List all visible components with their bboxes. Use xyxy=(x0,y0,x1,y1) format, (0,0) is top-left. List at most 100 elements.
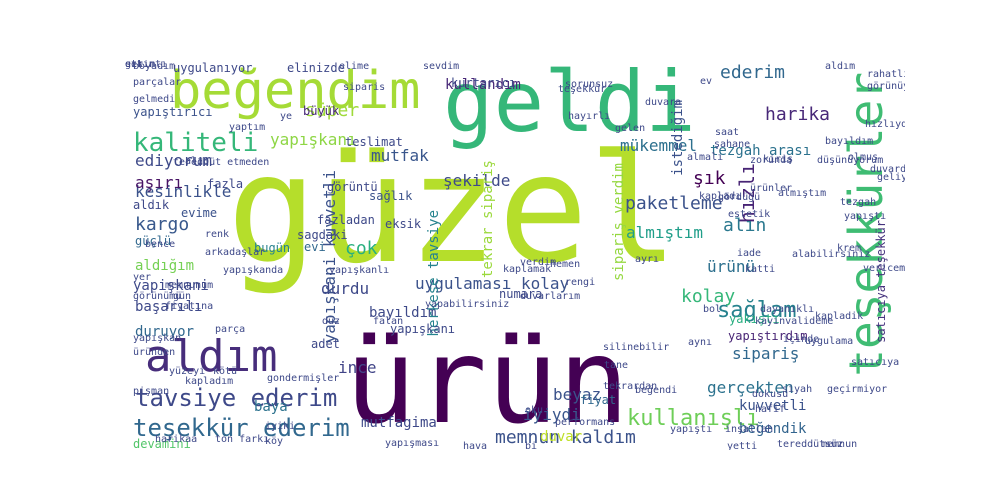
word-kargo: kargo xyxy=(135,214,190,235)
word-tavsiye-ederim: tavsiye ederim xyxy=(135,384,338,412)
word-uygulaması-kolay: uygulaması kolay xyxy=(415,274,570,293)
word-renk: renk xyxy=(205,229,230,240)
word-sipariş: sipariş xyxy=(732,344,800,363)
word-olmuş: olmuş xyxy=(848,152,879,163)
word-yakıştı: yakıştı xyxy=(729,312,780,326)
word-güzel: güzel xyxy=(227,123,679,297)
word-eksik: eksik xyxy=(385,217,422,231)
word-bi: bi xyxy=(525,441,538,451)
word-geçirmiyor: geçirmiyor xyxy=(827,384,888,395)
word-hava: hava xyxy=(463,441,488,451)
word-ürün: ürün xyxy=(345,312,630,450)
word-kapladı: kapladı xyxy=(699,191,742,202)
word-kullanışlı: kullanışlı xyxy=(627,406,760,431)
word-aynı: aynı xyxy=(688,337,713,348)
word-düz: düz xyxy=(322,316,341,327)
word-gerçekten: gerçekten xyxy=(707,378,794,397)
word-siparis: siparis xyxy=(343,82,386,93)
word-bence: bence xyxy=(145,239,176,250)
word-hızlıydı: hızlıydı xyxy=(865,119,905,130)
word-sağlam: sağlam xyxy=(717,298,797,323)
word-süper: süper xyxy=(305,100,360,121)
word-gelmedi: gelmedi xyxy=(133,94,176,105)
word-fazladan: fazladan xyxy=(317,213,375,227)
word-arkadaşlar: arkadaşlar xyxy=(205,247,266,258)
word-kolay: kolay xyxy=(681,286,736,307)
word-kapladım: kapladım xyxy=(185,376,234,387)
word-teşekkür: teşekkür xyxy=(558,84,607,95)
word-sorunsuz: sorunsuz xyxy=(565,79,614,90)
word-gün: gün xyxy=(173,291,192,302)
word-yapıştırdım: yapıştırdım xyxy=(728,329,808,343)
word-tereddütsüz: tereddütsüz xyxy=(777,439,844,450)
word-duvarlarım: duvarlarım xyxy=(520,291,581,302)
word-büyük: büyük xyxy=(303,104,340,118)
word-beğendi: beğendi xyxy=(635,385,678,396)
word-yapışması: yapışması xyxy=(385,438,440,449)
word-bugün: bugün xyxy=(254,241,291,255)
word-rengi: rengi xyxy=(565,277,596,288)
word-devamini: devamini xyxy=(133,437,191,450)
word-aldım: aldım xyxy=(825,61,856,72)
word-inşallah: inşallah xyxy=(725,424,774,435)
word-alıp: alıp xyxy=(185,156,210,167)
word-hemen: hemen xyxy=(550,259,581,270)
word-köy: köy xyxy=(265,436,284,447)
word-geliyo: geliyo xyxy=(877,172,905,183)
word-evi: evi xyxy=(304,240,326,254)
word-ürünü: ürünü xyxy=(707,257,756,276)
word-duruyor: duruyor xyxy=(135,324,195,340)
word-ayrı: ayrı xyxy=(635,254,660,265)
word-alabilirsiniz: alabilirsiniz xyxy=(792,249,871,260)
word-kapladik: kapladik xyxy=(815,311,864,322)
word-alın: alın xyxy=(723,215,767,236)
word-sıkıntı: sıkıntı xyxy=(125,60,168,70)
word-dayanıklı: dayanıklı xyxy=(760,304,815,315)
word-yüzeyi: yüzeyi xyxy=(169,366,206,377)
word-gelen: gelen xyxy=(615,123,646,134)
word-tezgah: tezgah xyxy=(840,197,877,208)
word-yapıştı: yapıştı xyxy=(844,211,887,222)
word-verdim: verdim xyxy=(520,257,557,268)
word-siyah: siyah xyxy=(782,384,813,395)
word-silinebilir: silinebilir xyxy=(603,342,670,353)
word-gondermişler: gondermişler xyxy=(267,373,340,384)
word-kiriş: kiriş xyxy=(763,154,794,165)
word-beğendim: beğendim xyxy=(170,61,421,121)
word-iyiydi: iyiydi xyxy=(523,405,581,424)
word-ton-farkı: ton farkı xyxy=(215,434,270,445)
word-beğendik: beğendik xyxy=(739,421,807,437)
word-rahatlıkla: rahatlıkla xyxy=(867,69,905,80)
word-şahane: şahane xyxy=(714,139,751,150)
word-yetti: yetti xyxy=(727,441,758,451)
word-duvar: duvar xyxy=(540,429,583,445)
word-sevdim: sevdim xyxy=(423,61,460,72)
word-kötü: kötü xyxy=(213,366,238,377)
word-tekrar-sipariş: tekrar sipariş xyxy=(480,160,496,279)
word-yer: yer xyxy=(133,272,152,283)
word-aldım: aldım xyxy=(145,331,278,382)
word-mutfagima: mutfagima xyxy=(361,415,437,431)
word-bol: bol xyxy=(703,304,722,315)
word-ettim: ettim xyxy=(125,60,156,70)
word-baya: baya xyxy=(254,399,288,415)
word-şık: şık xyxy=(693,168,726,189)
word-uygulama: uygulama xyxy=(805,336,854,347)
word-teşekkür-ederim: teşekkür ederim xyxy=(133,414,350,442)
word-sipariş-verdim: sipariş verdim xyxy=(611,163,627,282)
word-ince: ince xyxy=(338,358,377,377)
word-almalı: almalı xyxy=(687,152,724,163)
word-kurtarıcı: kurtarıcı xyxy=(451,76,517,90)
word-görünümü: görünümü xyxy=(133,291,182,302)
word-performans: performans xyxy=(555,417,616,428)
word-ederim: ederim xyxy=(720,62,786,83)
word-falan: falan xyxy=(373,316,404,327)
word-kullandım: kullandım xyxy=(445,77,521,93)
word-fazla: fazla xyxy=(207,177,244,191)
word-zorunda: zorunda xyxy=(750,155,793,166)
word-pişman: pişman xyxy=(133,386,170,397)
word-boyadım: boyadım xyxy=(133,61,176,72)
word-estetik: estetik xyxy=(728,209,771,220)
word-herkese-tavsiye: herkese tavsiye xyxy=(426,210,442,337)
word-satıcıya: satıcıya xyxy=(851,357,900,368)
